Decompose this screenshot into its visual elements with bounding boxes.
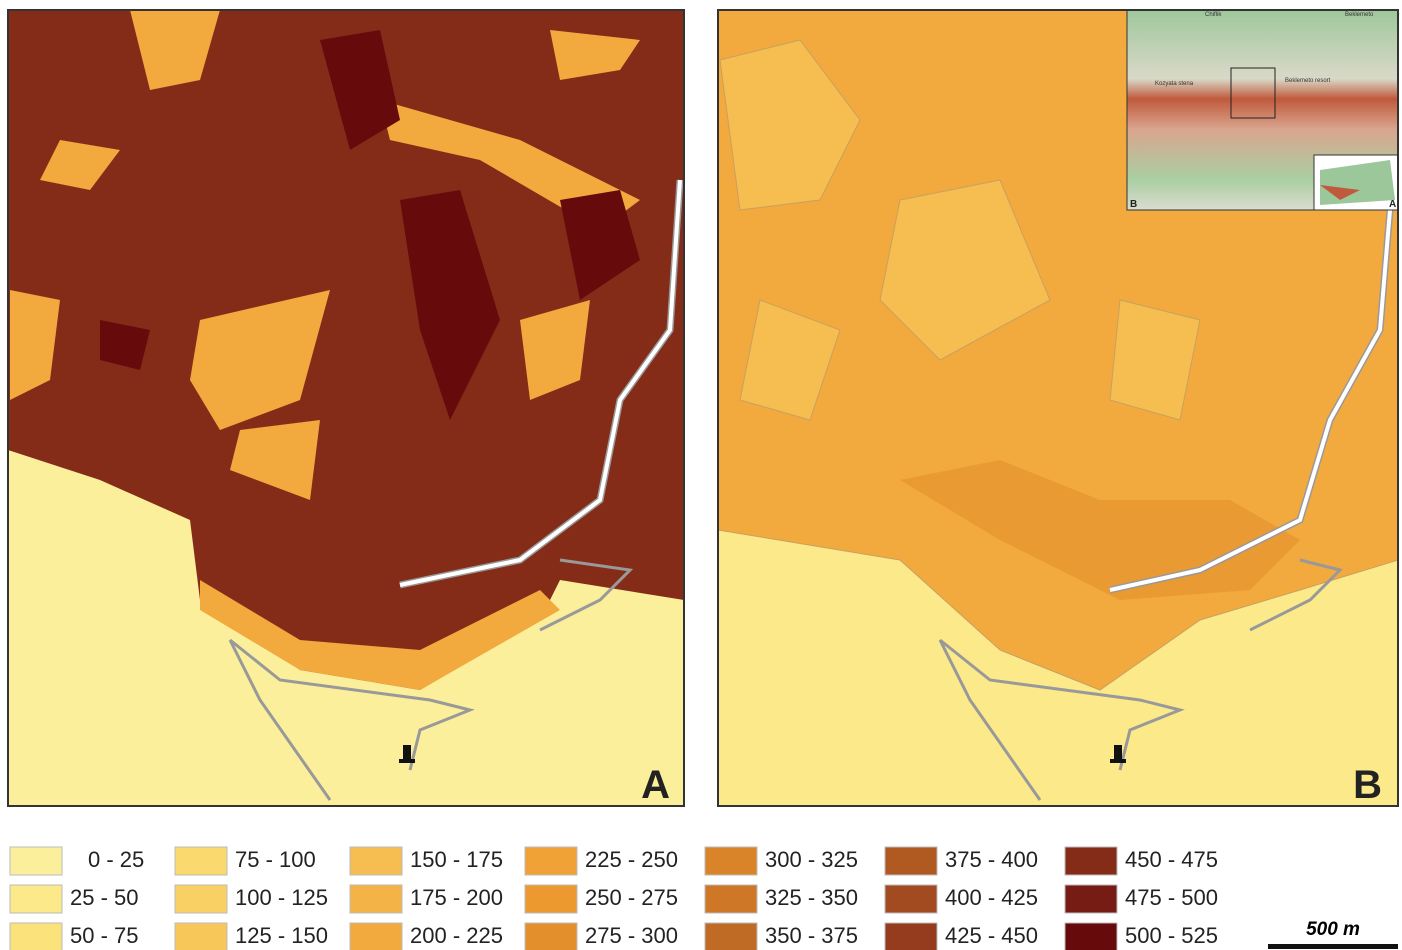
legend-swatch	[174, 884, 228, 914]
legend-label: 0 - 25	[88, 847, 144, 872]
inset-place: Beklemeto	[1345, 12, 1374, 18]
legend: 0 - 25 25 - 50 50 - 75 75 - 100 100 - 125 125…	[9, 846, 1218, 950]
legend-label: 75 - 100	[235, 847, 316, 872]
legend-swatch	[9, 922, 63, 950]
legend-label: 500 - 525	[1125, 923, 1218, 948]
inset-place: Kozyata stena	[1155, 81, 1194, 87]
legend-swatch	[349, 884, 403, 914]
inset-place: Chiflik	[1205, 12, 1222, 18]
legend-swatch	[524, 884, 578, 914]
legend-label: 25 - 50	[70, 885, 139, 910]
scale-bar	[1268, 944, 1398, 949]
map-b	[718, 10, 1398, 806]
legend-swatch	[1064, 884, 1118, 914]
scale-label: 500 m	[1306, 919, 1360, 940]
legend-swatch	[884, 884, 938, 914]
panel-label: A	[641, 763, 670, 807]
frame	[7, 9, 685, 807]
legend-label: 300 - 325	[765, 847, 858, 872]
panel-label: B	[1353, 763, 1382, 807]
legend-swatch	[349, 846, 403, 876]
legend-label: 425 - 450	[945, 923, 1038, 948]
legend-label: 50 - 75	[70, 923, 139, 948]
legend-swatch	[884, 922, 938, 950]
legend-swatch	[9, 884, 63, 914]
legend-swatch	[1064, 846, 1118, 876]
legend-label: 150 - 175	[410, 847, 503, 872]
legend-label: 450 - 475	[1125, 847, 1218, 872]
legend-swatch	[704, 846, 758, 876]
legend-label: 175 - 200	[410, 885, 503, 910]
legend-swatch	[704, 884, 758, 914]
legend-label: 350 - 375	[765, 923, 858, 948]
legend-label: 475 - 500	[1125, 885, 1218, 910]
legend-swatch	[9, 846, 63, 876]
legend-label: 250 - 275	[585, 885, 678, 910]
legend-label: 200 - 225	[410, 923, 503, 948]
inset-place: Beklemeto resort	[1285, 78, 1331, 84]
legend-swatch	[524, 846, 578, 876]
legend-swatch	[349, 922, 403, 950]
legend-label: 275 - 300	[585, 923, 678, 948]
legend-swatch	[704, 922, 758, 950]
inset-label: B	[1130, 199, 1137, 210]
legend-swatch	[174, 922, 228, 950]
legend-label: 100 - 125	[235, 885, 328, 910]
legend-label: 225 - 250	[585, 847, 678, 872]
frame	[717, 9, 1399, 807]
legend-label: 325 - 350	[765, 885, 858, 910]
legend-label: 400 - 425	[945, 885, 1038, 910]
legend-swatch	[174, 846, 228, 876]
legend-swatch	[524, 922, 578, 950]
map-a	[8, 10, 684, 806]
legend-label: 125 - 150	[235, 923, 328, 948]
legend-swatch	[1064, 922, 1118, 950]
inset-label: A	[1389, 199, 1396, 210]
legend-label: 375 - 400	[945, 847, 1038, 872]
legend-swatch	[884, 846, 938, 876]
